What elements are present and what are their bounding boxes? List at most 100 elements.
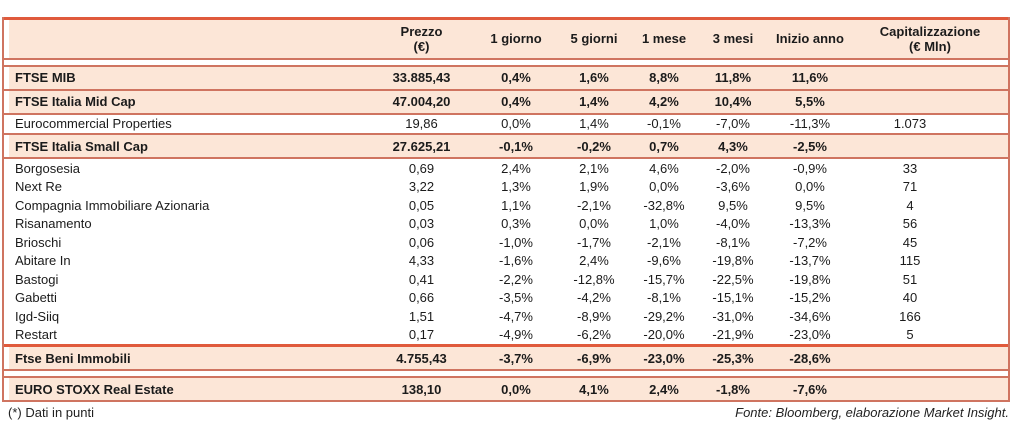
cell-capitalizzazione: 4 bbox=[906, 197, 914, 213]
cell-1-mese: -32,8% bbox=[643, 197, 685, 213]
cell-1-giorno: 0,4% bbox=[501, 70, 531, 85]
cell-3-mesi: -4,0% bbox=[716, 216, 750, 232]
cell-5-giorni: -8,9% bbox=[577, 308, 611, 324]
cell-1-giorno: -3,5% bbox=[499, 290, 533, 306]
cell-prezzo: 0,06 bbox=[408, 234, 435, 250]
cell-capitalizzazione: 1.073 bbox=[893, 116, 927, 132]
cell-inizio-anno: 5,5% bbox=[795, 94, 825, 109]
cell-capitalizzazione: 5 bbox=[906, 327, 914, 343]
table-row: Gabetti 0,66 -3,5% -4,2% -8,1% -15,1% -15,2% 40 bbox=[9, 288, 1008, 307]
cell-1-mese: 4,2% bbox=[649, 94, 679, 109]
section-gap bbox=[9, 371, 1008, 376]
col-5-giorni: 5 giorni bbox=[570, 31, 618, 46]
cell-1-giorno: -3,7% bbox=[499, 350, 533, 366]
cell-inizio-anno: -7,6% bbox=[793, 381, 827, 397]
cell-1-giorno: 2,4% bbox=[501, 160, 531, 176]
divider bbox=[4, 369, 1008, 371]
cell-3-mesi: -2,0% bbox=[716, 160, 750, 176]
cell-capitalizzazione: 71 bbox=[902, 179, 918, 195]
table-row: FTSE MIB 33.885,43 0,4% 1,6% 8,8% 11,8% 11,6% bbox=[9, 66, 1008, 89]
table-row: Brioschi 0,06 -1,0% -1,7% -2,1% -8,1% -7,2% 45 bbox=[9, 233, 1008, 252]
instrument-name: Next Re bbox=[15, 179, 62, 195]
cell-inizio-anno: 9,5% bbox=[795, 197, 825, 213]
cell-5-giorni: 1,4% bbox=[579, 116, 609, 132]
table-row: Restart 0,17 -4,9% -6,2% -20,0% -21,9% -23,0% 5 bbox=[9, 325, 1008, 344]
table-bottom-border bbox=[4, 400, 1008, 402]
cell-inizio-anno: 0,0% bbox=[795, 179, 825, 195]
cell-1-mese: 0,0% bbox=[649, 179, 679, 195]
cell-3-mesi: -15,1% bbox=[712, 290, 754, 306]
table-row: FTSE Italia Mid Cap 47.004,20 0,4% 1,4% 4,2%… bbox=[9, 90, 1008, 113]
table-body-euro-stoxx: EURO STOXX Real Estate 138,10 0,0% 4,1% 2,4%… bbox=[9, 378, 1008, 400]
cell-prezzo: 3,22 bbox=[408, 179, 435, 195]
col-3-mesi: 3 mesi bbox=[712, 31, 754, 46]
cell-prezzo: 138,10 bbox=[401, 381, 442, 397]
cell-1-giorno: 0,3% bbox=[501, 216, 531, 232]
cell-5-giorni: -6,2% bbox=[577, 327, 611, 343]
table-row: Ftse Beni Immobili 4.755,43 -3,7% -6,9% -23,… bbox=[9, 347, 1008, 369]
cell-capitalizzazione: 115 bbox=[899, 253, 921, 269]
col-1-mese: 1 mese bbox=[641, 31, 687, 46]
market-table: Prezzo (€) 1 giorno 5 giorni 1 mese 3 mesi Ini… bbox=[2, 17, 1010, 402]
cell-prezzo: 0,69 bbox=[408, 160, 435, 176]
footnotes: (*) Dati in punti Fonte: Bloomberg, elab… bbox=[8, 405, 1009, 420]
cell-3-mesi: -25,3% bbox=[712, 350, 754, 366]
cell-3-mesi: 4,3% bbox=[718, 138, 748, 154]
divider bbox=[4, 112, 1008, 115]
col-capitalizzazione: Capitalizzazione (€ Mln) bbox=[879, 23, 981, 54]
cell-5-giorni: 1,9% bbox=[579, 179, 609, 195]
divider bbox=[4, 88, 1008, 91]
table-row: Risanamento 0,03 0,3% 0,0% 1,0% -4,0% -13,3% 56 bbox=[9, 214, 1008, 233]
cell-1-mese: 4,6% bbox=[649, 160, 679, 176]
cell-1-giorno: -1,6% bbox=[499, 253, 533, 269]
cell-1-mese: -8,1% bbox=[647, 290, 681, 306]
instrument-name: FTSE MIB bbox=[15, 70, 76, 85]
cell-5-giorni: 4,1% bbox=[579, 381, 609, 397]
cell-capitalizzazione: 33 bbox=[902, 160, 918, 176]
cell-5-giorni: 1,6% bbox=[579, 70, 609, 85]
divider bbox=[4, 64, 1008, 67]
cell-inizio-anno: -28,6% bbox=[789, 350, 831, 366]
cell-3-mesi: -19,8% bbox=[712, 253, 754, 269]
cell-1-mese: 2,4% bbox=[649, 381, 679, 397]
cell-prezzo: 19,86 bbox=[405, 116, 438, 132]
cell-1-mese: -20,0% bbox=[643, 327, 685, 343]
cell-prezzo: 27.625,21 bbox=[392, 138, 451, 154]
table-body-beni-immobili: Ftse Beni Immobili 4.755,43 -3,7% -6,9% -23,… bbox=[9, 347, 1008, 369]
cell-1-giorno: -4,9% bbox=[499, 327, 533, 343]
cell-3-mesi: 11,8% bbox=[714, 70, 752, 85]
cell-1-giorno: -4,7% bbox=[499, 308, 533, 324]
cell-5-giorni: -6,9% bbox=[577, 350, 611, 366]
divider bbox=[4, 157, 1008, 159]
cell-5-giorni: -12,8% bbox=[573, 271, 615, 287]
table-row: FTSE Italia Small Cap 27.625,21 -0,1% -0,2%… bbox=[9, 135, 1008, 157]
instrument-name: Risanamento bbox=[15, 216, 92, 232]
cell-3-mesi: -1,8% bbox=[716, 381, 750, 397]
table-row: EURO STOXX Real Estate 138,10 0,0% 4,1% 2,4%… bbox=[9, 378, 1008, 400]
footnote-source: Fonte: Bloomberg, elaborazione Market In… bbox=[735, 405, 1009, 420]
table-header-row: Prezzo (€) 1 giorno 5 giorni 1 mese 3 mesi Ini… bbox=[9, 19, 1008, 58]
cell-capitalizzazione: 166 bbox=[899, 308, 921, 324]
cell-3-mesi: -7,0% bbox=[716, 116, 750, 132]
cell-capitalizzazione: 51 bbox=[902, 271, 918, 287]
cell-1-mese: -23,0% bbox=[643, 350, 685, 366]
cell-1-mese: -0,1% bbox=[647, 116, 681, 132]
col-prezzo: Prezzo (€) bbox=[400, 23, 443, 54]
col-inizio-anno: Inizio anno bbox=[776, 31, 844, 46]
cell-1-mese: 1,0% bbox=[649, 216, 679, 232]
table-row: Igd-Siiq 1,51 -4,7% -8,9% -29,2% -31,0% -34,6%… bbox=[9, 307, 1008, 326]
instrument-name: Borgosesia bbox=[15, 160, 81, 176]
divider bbox=[4, 133, 1008, 135]
cell-1-mese: -29,2% bbox=[643, 308, 685, 324]
cell-1-giorno: 1,3% bbox=[501, 179, 531, 195]
cell-inizio-anno: -11,3% bbox=[789, 116, 831, 132]
instrument-name: Gabetti bbox=[15, 290, 57, 306]
cell-1-giorno: 0,4% bbox=[501, 94, 531, 109]
cell-1-giorno: 0,0% bbox=[501, 116, 531, 132]
cell-3-mesi: -8,1% bbox=[716, 234, 750, 250]
cell-inizio-anno: -7,2% bbox=[793, 234, 827, 250]
cell-3-mesi: -21,9% bbox=[712, 327, 754, 343]
table-row: Compagnia Immobiliare Azionaria 0,05 1,1% -… bbox=[9, 196, 1008, 215]
cell-3-mesi: 10,4% bbox=[714, 94, 752, 109]
